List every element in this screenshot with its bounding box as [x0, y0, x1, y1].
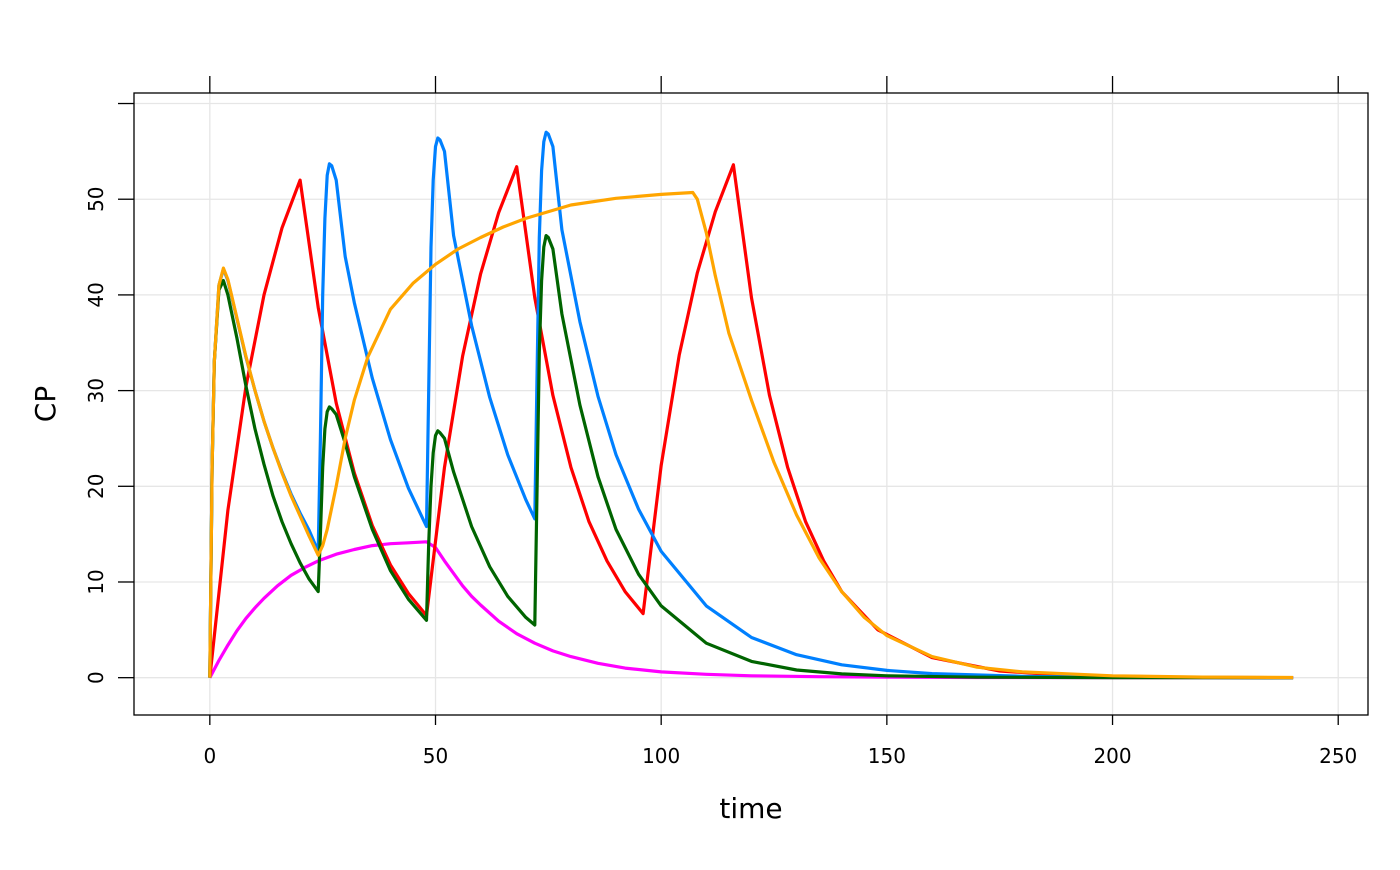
series-line-green [208, 234, 1294, 680]
series-line-orange [208, 190, 1294, 680]
series-line-red [208, 163, 1294, 680]
grid [134, 93, 1368, 715]
x-tick-label: 250 [1319, 744, 1357, 768]
y-tick-label: 40 [84, 282, 108, 307]
y-tick-label: 10 [84, 569, 108, 594]
plot-frame [133, 92, 1369, 716]
series-line-magenta [208, 540, 1294, 680]
y-axis-label: CP [29, 386, 62, 422]
x-tick-label: 100 [642, 744, 680, 768]
x-tick-label: 0 [203, 744, 216, 768]
x-tick-label: 200 [1093, 744, 1131, 768]
series-line-blue [208, 130, 1294, 680]
series-lines [208, 130, 1294, 680]
y-tick-label: 30 [84, 378, 108, 403]
y-tick-label: 20 [84, 474, 108, 499]
y-tick-label: 0 [84, 671, 108, 684]
x-tick-label: 150 [868, 744, 906, 768]
y-tick-label: 50 [84, 186, 108, 211]
x-tick-label: 50 [423, 744, 448, 768]
axes: 0 50 100 150 200 250 0 10 20 30 40 50 [84, 76, 1357, 768]
x-axis-label: time [719, 792, 782, 825]
